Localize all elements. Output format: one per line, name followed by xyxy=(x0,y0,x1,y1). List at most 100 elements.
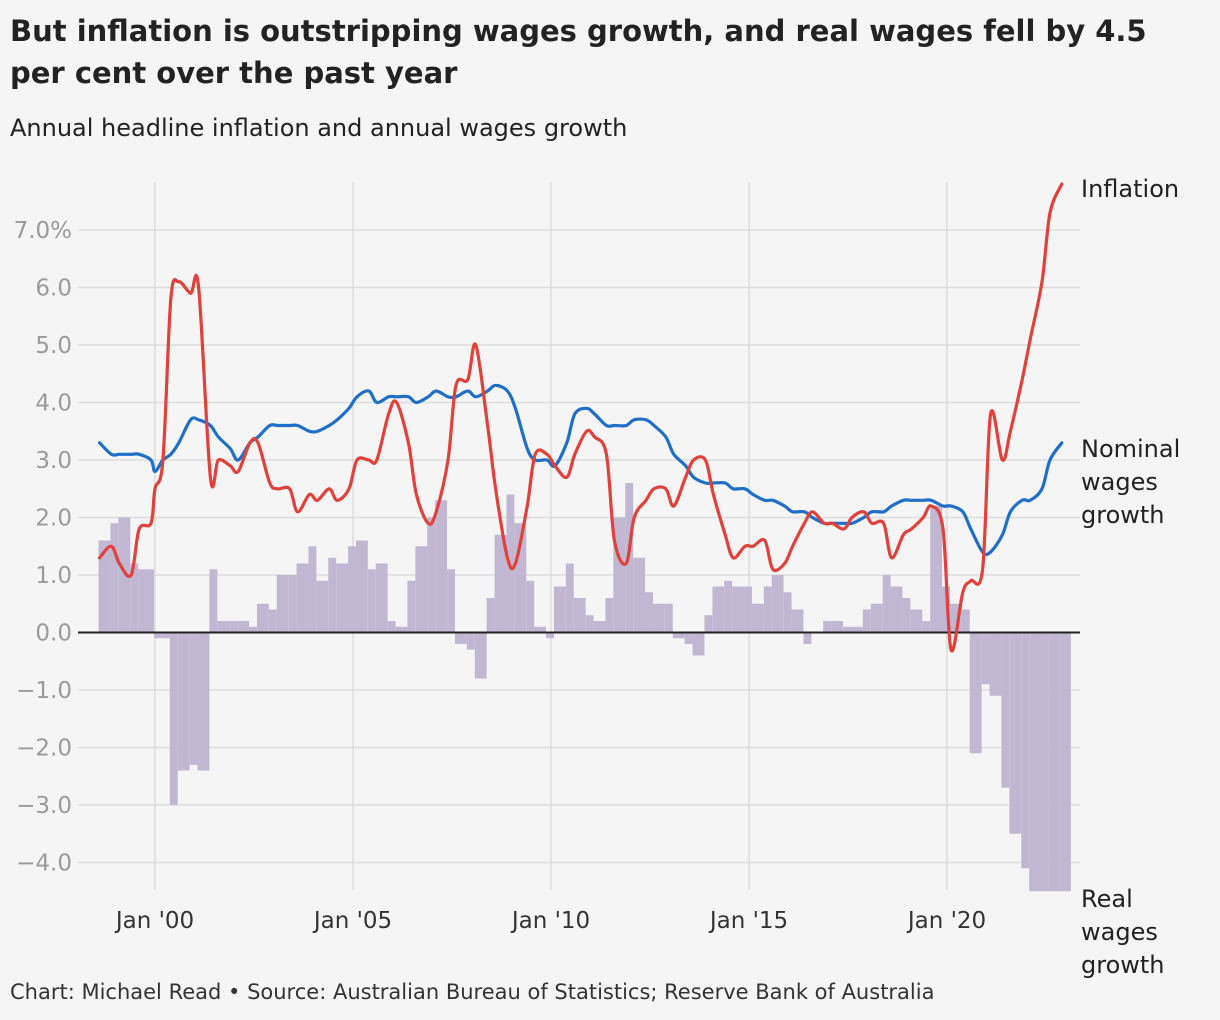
real-wages-bar xyxy=(110,523,119,633)
y-tick-label: 6.0 xyxy=(35,276,72,302)
x-tick-label: Jan '05 xyxy=(312,908,392,934)
real-wages-bar xyxy=(1009,632,1022,834)
real-wages-bar xyxy=(1029,632,1042,892)
real-wages-bar xyxy=(732,586,745,633)
real-wages-bar xyxy=(930,506,943,633)
real-wages-bar xyxy=(296,563,309,633)
real-wages-bar xyxy=(652,603,665,633)
real-wages-bar xyxy=(454,632,467,644)
y-tick-label: 4.0 xyxy=(35,391,72,417)
y-tick-label: 7.0% xyxy=(14,218,72,244)
real-wages-bar xyxy=(276,575,289,633)
real-wages-bar xyxy=(514,523,527,633)
real-wages-bar xyxy=(328,557,337,633)
y-tick-label: −4.0 xyxy=(16,851,72,877)
real-wages-bar xyxy=(862,609,871,633)
real-wages-bar xyxy=(850,626,863,633)
real-wages-bar xyxy=(249,626,257,633)
real-wages-bar xyxy=(534,626,547,633)
real-wages-bar xyxy=(605,598,614,633)
real-wages-bar xyxy=(724,580,733,633)
real-wages-bar xyxy=(803,632,812,644)
series-label: wages xyxy=(1081,468,1158,496)
real-wages-bar xyxy=(98,540,111,633)
real-wages-bar xyxy=(949,603,962,633)
real-wages-bar xyxy=(494,534,507,633)
real-wages-bar xyxy=(831,621,844,633)
real-wages-bar xyxy=(375,563,388,633)
real-wages-bar xyxy=(474,632,487,679)
real-wages-bar xyxy=(367,569,376,633)
real-wages-bar xyxy=(336,563,349,633)
real-wages-bar xyxy=(791,609,804,633)
real-wages-bar xyxy=(256,603,269,633)
real-wages-bar xyxy=(407,580,416,633)
real-wages-bar xyxy=(981,632,990,685)
grid-layer xyxy=(78,182,1080,890)
y-tick-label: −2.0 xyxy=(16,736,72,762)
real-wages-bar xyxy=(229,621,238,633)
x-tick-label: Jan '20 xyxy=(906,908,986,934)
real-wages-bar xyxy=(922,621,931,633)
real-wages-bar xyxy=(316,580,329,633)
real-wages-bar xyxy=(664,603,673,633)
real-wages-bar xyxy=(751,603,764,633)
real-wages-bar xyxy=(169,632,178,805)
real-wages-bar xyxy=(130,563,139,633)
real-wages-bar xyxy=(744,586,752,633)
real-wages-bar xyxy=(308,546,317,633)
real-wages-bar xyxy=(890,586,903,633)
real-wages-bar xyxy=(415,546,428,633)
y-tick-label: 5.0 xyxy=(35,333,72,359)
real-wages-bar xyxy=(197,632,210,771)
real-wages-bar xyxy=(1060,632,1071,892)
real-wages-bar xyxy=(138,569,151,633)
inflation-line xyxy=(98,182,1064,653)
series-label: growth xyxy=(1081,951,1165,979)
real-wages-bar xyxy=(633,557,646,633)
real-wages-bar xyxy=(783,592,792,633)
series-label: Inflation xyxy=(1081,175,1179,203)
series-label: Real xyxy=(1081,885,1133,913)
y-tick-label: −3.0 xyxy=(16,793,72,819)
x-tick-label: Jan '15 xyxy=(708,908,788,934)
y-tick-label: −1.0 xyxy=(16,678,72,704)
real-wages-bar xyxy=(237,621,250,633)
real-wages-bar xyxy=(161,632,170,639)
real-wages-bar xyxy=(288,575,297,633)
real-wages-bar xyxy=(573,598,586,633)
real-wages-bar xyxy=(447,569,455,633)
real-wages-bar xyxy=(843,626,851,633)
real-wages-bar xyxy=(1041,632,1049,892)
real-wages-bar xyxy=(961,609,970,633)
real-wages-bar xyxy=(466,632,475,650)
real-wages-bar xyxy=(969,632,982,754)
axis-labels: −4.0 −3.0 −2.0 −1.0 0.0 1.0 2.0 3.0 4.0 5.0 6.0 7.0… xyxy=(14,175,1181,979)
y-tick-label: 1.0 xyxy=(35,563,72,589)
real-wages-bar xyxy=(553,586,566,633)
real-wages-bar xyxy=(593,621,606,633)
series-label: wages xyxy=(1081,918,1158,946)
real-wages-bar xyxy=(1001,632,1010,788)
chart-title: But inflation is outstripping wages grow… xyxy=(10,14,1147,90)
real-wages-bar xyxy=(704,615,713,633)
chart-subtitle: Annual headline inflation and annual wag… xyxy=(10,114,628,142)
real-wages-bar xyxy=(427,517,436,633)
real-wages-bar xyxy=(771,575,784,633)
real-wages-bar xyxy=(209,569,218,633)
real-wages-bar xyxy=(387,621,396,633)
y-tick-label: 2.0 xyxy=(35,506,72,532)
real-wages-bar xyxy=(585,615,594,633)
real-wages-bar xyxy=(1021,632,1030,869)
real-wages-bar xyxy=(882,575,891,633)
x-tick-label: Jan '10 xyxy=(510,908,590,934)
real-wages-bar xyxy=(645,592,653,633)
real-wages-bar xyxy=(348,546,356,633)
real-wages-bar xyxy=(692,632,705,656)
real-wages-bar xyxy=(177,632,190,771)
y-tick-label: 3.0 xyxy=(35,448,72,474)
real-wages-bar xyxy=(268,609,277,633)
series-lines xyxy=(98,182,1064,653)
real-wages-bar xyxy=(672,632,685,639)
real-wages-bar xyxy=(355,540,368,633)
